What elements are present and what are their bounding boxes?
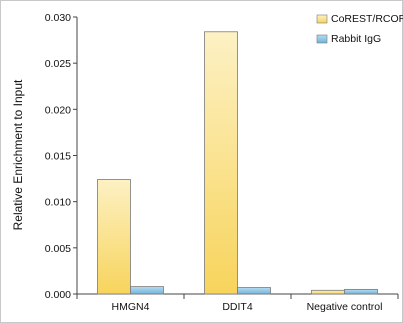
y-tick-label: 0.010: [45, 197, 71, 209]
y-tick-label: 0.000: [45, 289, 71, 301]
y-axis-title: Relative Enrichment to Input: [11, 79, 25, 230]
bar-corest-rcor1: [311, 289, 345, 295]
y-tick-label: 0.030: [45, 12, 71, 24]
bar-rabbit-igg: [130, 286, 164, 295]
x-tick-label: DDIT4: [222, 301, 252, 313]
legend-label-corest: CoREST/RCOR1: [331, 13, 403, 25]
y-tick-label: 0.020: [45, 104, 71, 116]
x-tick-label: HMGN4: [112, 301, 150, 313]
y-tick-label: 0.015: [45, 151, 71, 163]
y-tick-label: 0.005: [45, 243, 71, 255]
bar-corest-rcor1: [204, 31, 238, 295]
bar-corest-rcor1: [97, 179, 131, 295]
legend-swatch-igg: [316, 34, 328, 44]
legend-swatch-corest: [316, 14, 328, 24]
plot-area: 0.000 0.005 0.010 0.015 0.020 0.025 0.030 HMGN4…: [45, 12, 399, 313]
x-tick-label: Negative control: [307, 301, 383, 313]
y-tick-label: 0.025: [45, 58, 71, 70]
legend: CoREST/RCOR1 Rabbit IgG: [316, 13, 403, 45]
bar-rabbit-igg: [237, 287, 271, 295]
bar-rabbit-igg: [344, 288, 378, 295]
legend-label-igg: Rabbit IgG: [331, 33, 381, 45]
